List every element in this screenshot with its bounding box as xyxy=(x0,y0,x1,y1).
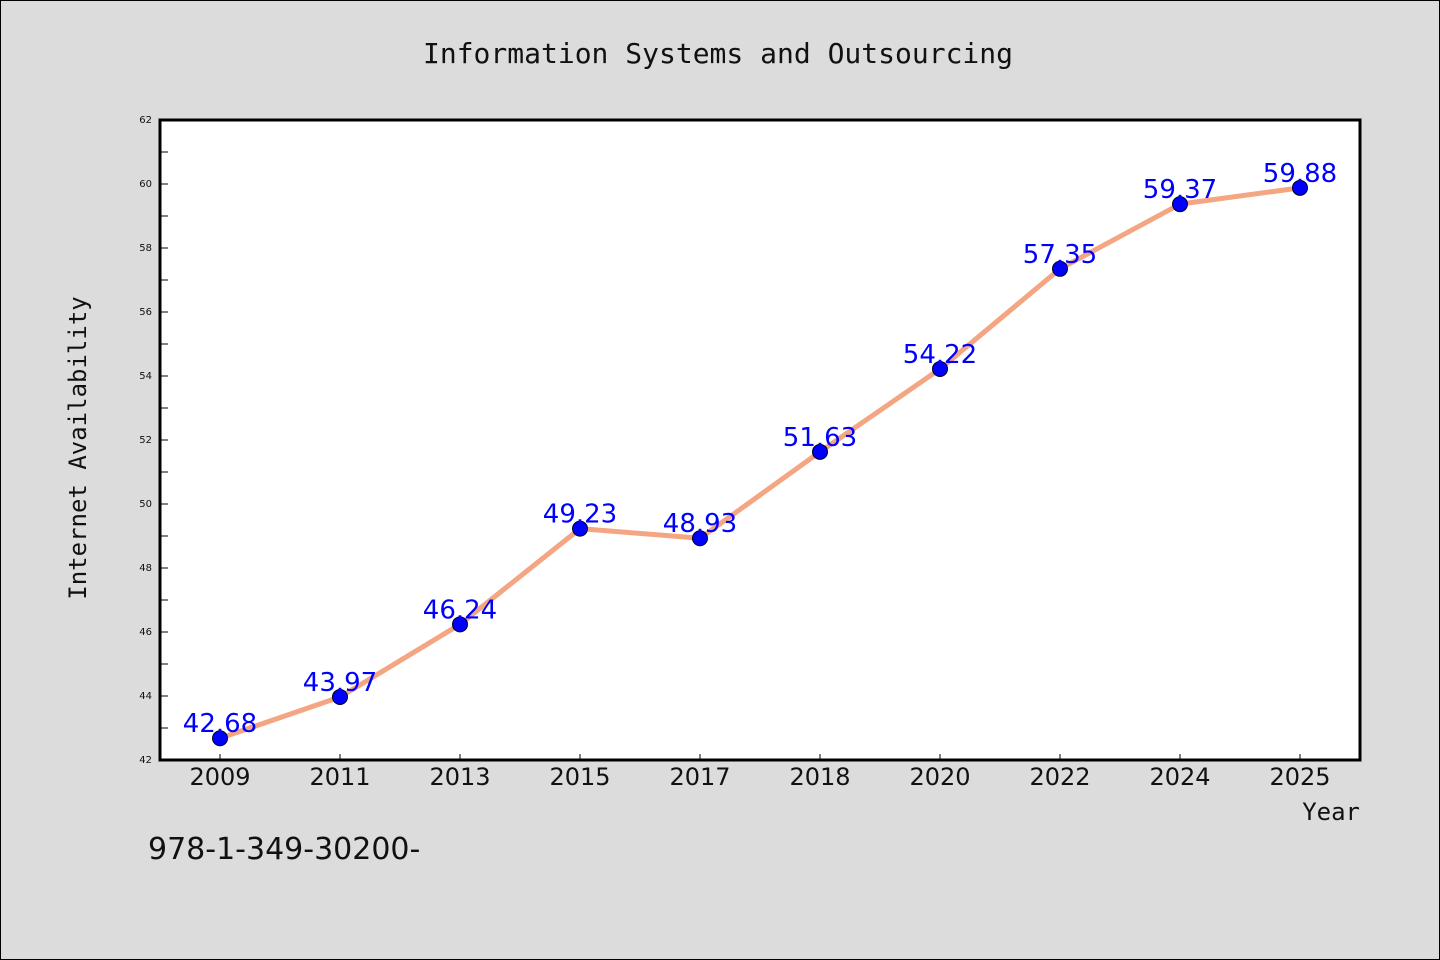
data-label: 54.22 xyxy=(903,340,977,370)
y-tick-label: 60 xyxy=(139,179,152,190)
x-tick-label: 2011 xyxy=(309,763,370,791)
data-label: 48.93 xyxy=(663,509,737,539)
data-point[interactable] xyxy=(1052,260,1068,277)
y-axis: 42 44 46 48 50 52 54 56 58 60 62 xyxy=(139,115,168,766)
data-label: 51.63 xyxy=(783,423,857,453)
series-line xyxy=(217,185,1303,741)
data-point[interactable] xyxy=(572,520,588,537)
data-label: 57.35 xyxy=(1023,240,1097,270)
data-point[interactable] xyxy=(332,688,348,705)
data-label: 46.24 xyxy=(423,595,497,625)
x-tick-label: 2013 xyxy=(429,763,490,791)
y-tick-label: 62 xyxy=(139,115,152,126)
x-axis-label: Year xyxy=(1302,798,1360,826)
y-tick-label: 44 xyxy=(139,691,152,702)
y-tick-label: 48 xyxy=(139,563,152,574)
y-tick-label: 50 xyxy=(139,499,152,510)
data-point[interactable] xyxy=(1292,179,1308,196)
x-tick-label: 2015 xyxy=(549,763,610,791)
series-line-group xyxy=(217,185,1303,741)
data-point[interactable] xyxy=(692,530,708,547)
x-tick-label: 2025 xyxy=(1269,763,1330,791)
data-labels: 42.68 43.97 46.24 49.23 48.93 51.63 54.22 57.35… xyxy=(183,159,1337,739)
data-points xyxy=(212,179,1308,747)
plot-area xyxy=(158,118,1362,762)
data-point[interactable] xyxy=(932,360,948,377)
data-label: 42.68 xyxy=(183,709,257,739)
y-tick-label: 56 xyxy=(139,307,152,318)
data-label: 59.37 xyxy=(1143,175,1217,205)
y-tick-label: 52 xyxy=(139,435,152,446)
x-tick-label: 2022 xyxy=(1029,763,1090,791)
data-point[interactable] xyxy=(212,730,228,747)
y-tick-label: 58 xyxy=(139,243,152,254)
x-axis: 2009 2011 2013 2015 2017 2018 2020 2022 2024 2025 xyxy=(189,754,1331,791)
data-point[interactable] xyxy=(812,443,828,460)
x-tick-label: 2024 xyxy=(1149,763,1210,791)
data-point[interactable] xyxy=(1172,196,1188,213)
data-label: 49.23 xyxy=(543,500,617,530)
data-point[interactable] xyxy=(452,616,468,633)
y-tick-label: 46 xyxy=(139,627,152,638)
data-label: 43.97 xyxy=(303,668,377,698)
data-label: 59.88 xyxy=(1263,159,1337,189)
x-tick-label: 2009 xyxy=(189,763,250,791)
x-tick-label: 2017 xyxy=(669,763,730,791)
y-tick-label: 54 xyxy=(139,371,152,382)
x-tick-label: 2020 xyxy=(909,763,970,791)
footer-text: 978-1-349-30200- xyxy=(148,832,421,867)
y-tick-label: 42 xyxy=(139,755,152,766)
x-tick-label: 2018 xyxy=(789,763,850,791)
chart-title: Information Systems and Outsourcing xyxy=(423,37,1013,70)
y-axis-label: Internet Availability xyxy=(64,296,92,599)
